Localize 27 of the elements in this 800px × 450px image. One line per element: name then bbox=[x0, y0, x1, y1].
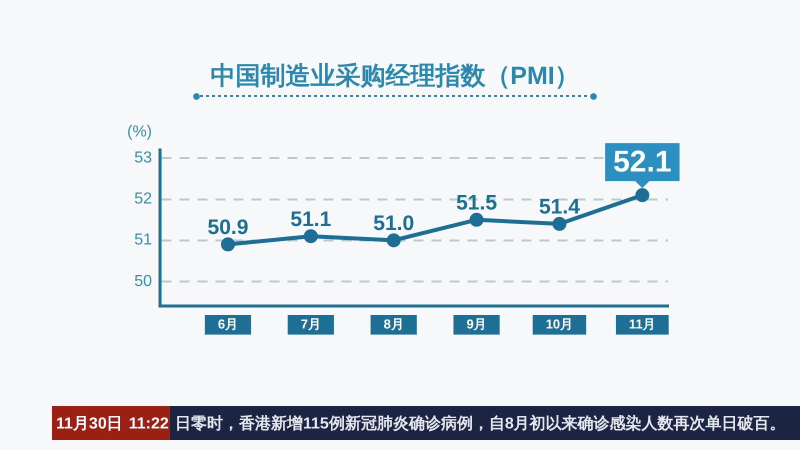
text: 11:22 bbox=[128, 415, 169, 432]
x-tick-label: 7月 bbox=[300, 316, 321, 332]
point bbox=[304, 229, 318, 244]
x-tick-label: 6月 bbox=[218, 316, 238, 332]
point bbox=[635, 188, 650, 202]
y-tick-label: 50 bbox=[134, 272, 152, 290]
data-label: 51.5 bbox=[456, 192, 498, 215]
data-label: 51.4 bbox=[539, 196, 580, 219]
point bbox=[386, 233, 401, 248]
x-tick-label: 11月 bbox=[628, 316, 656, 332]
y-axis-title: (%) bbox=[127, 123, 152, 140]
point bbox=[470, 212, 484, 227]
chart-title: 中国制造业采购经理指数（PMI） bbox=[210, 62, 580, 90]
y-tick-label: 53 bbox=[134, 150, 152, 167]
point bbox=[552, 216, 566, 231]
data-label: 50.9 bbox=[208, 216, 248, 240]
text: 11月30日 bbox=[56, 415, 123, 432]
annotation: 52.1 bbox=[613, 145, 672, 178]
text: 日零时，香港新增115例新冠肺炎确诊病例，自8月初以来确诊感染人数再次单日破百。 bbox=[175, 414, 786, 432]
data-label: 51.1 bbox=[290, 208, 332, 232]
x-tick-label: 10月 bbox=[546, 316, 574, 332]
y-tick-label: 51 bbox=[134, 232, 152, 249]
x-tick-label: 9月 bbox=[466, 316, 487, 332]
data-label: 51.0 bbox=[373, 212, 414, 236]
point bbox=[220, 237, 235, 252]
x-tick-label: 8月 bbox=[384, 316, 404, 332]
y-tick-label: 52 bbox=[134, 190, 152, 208]
